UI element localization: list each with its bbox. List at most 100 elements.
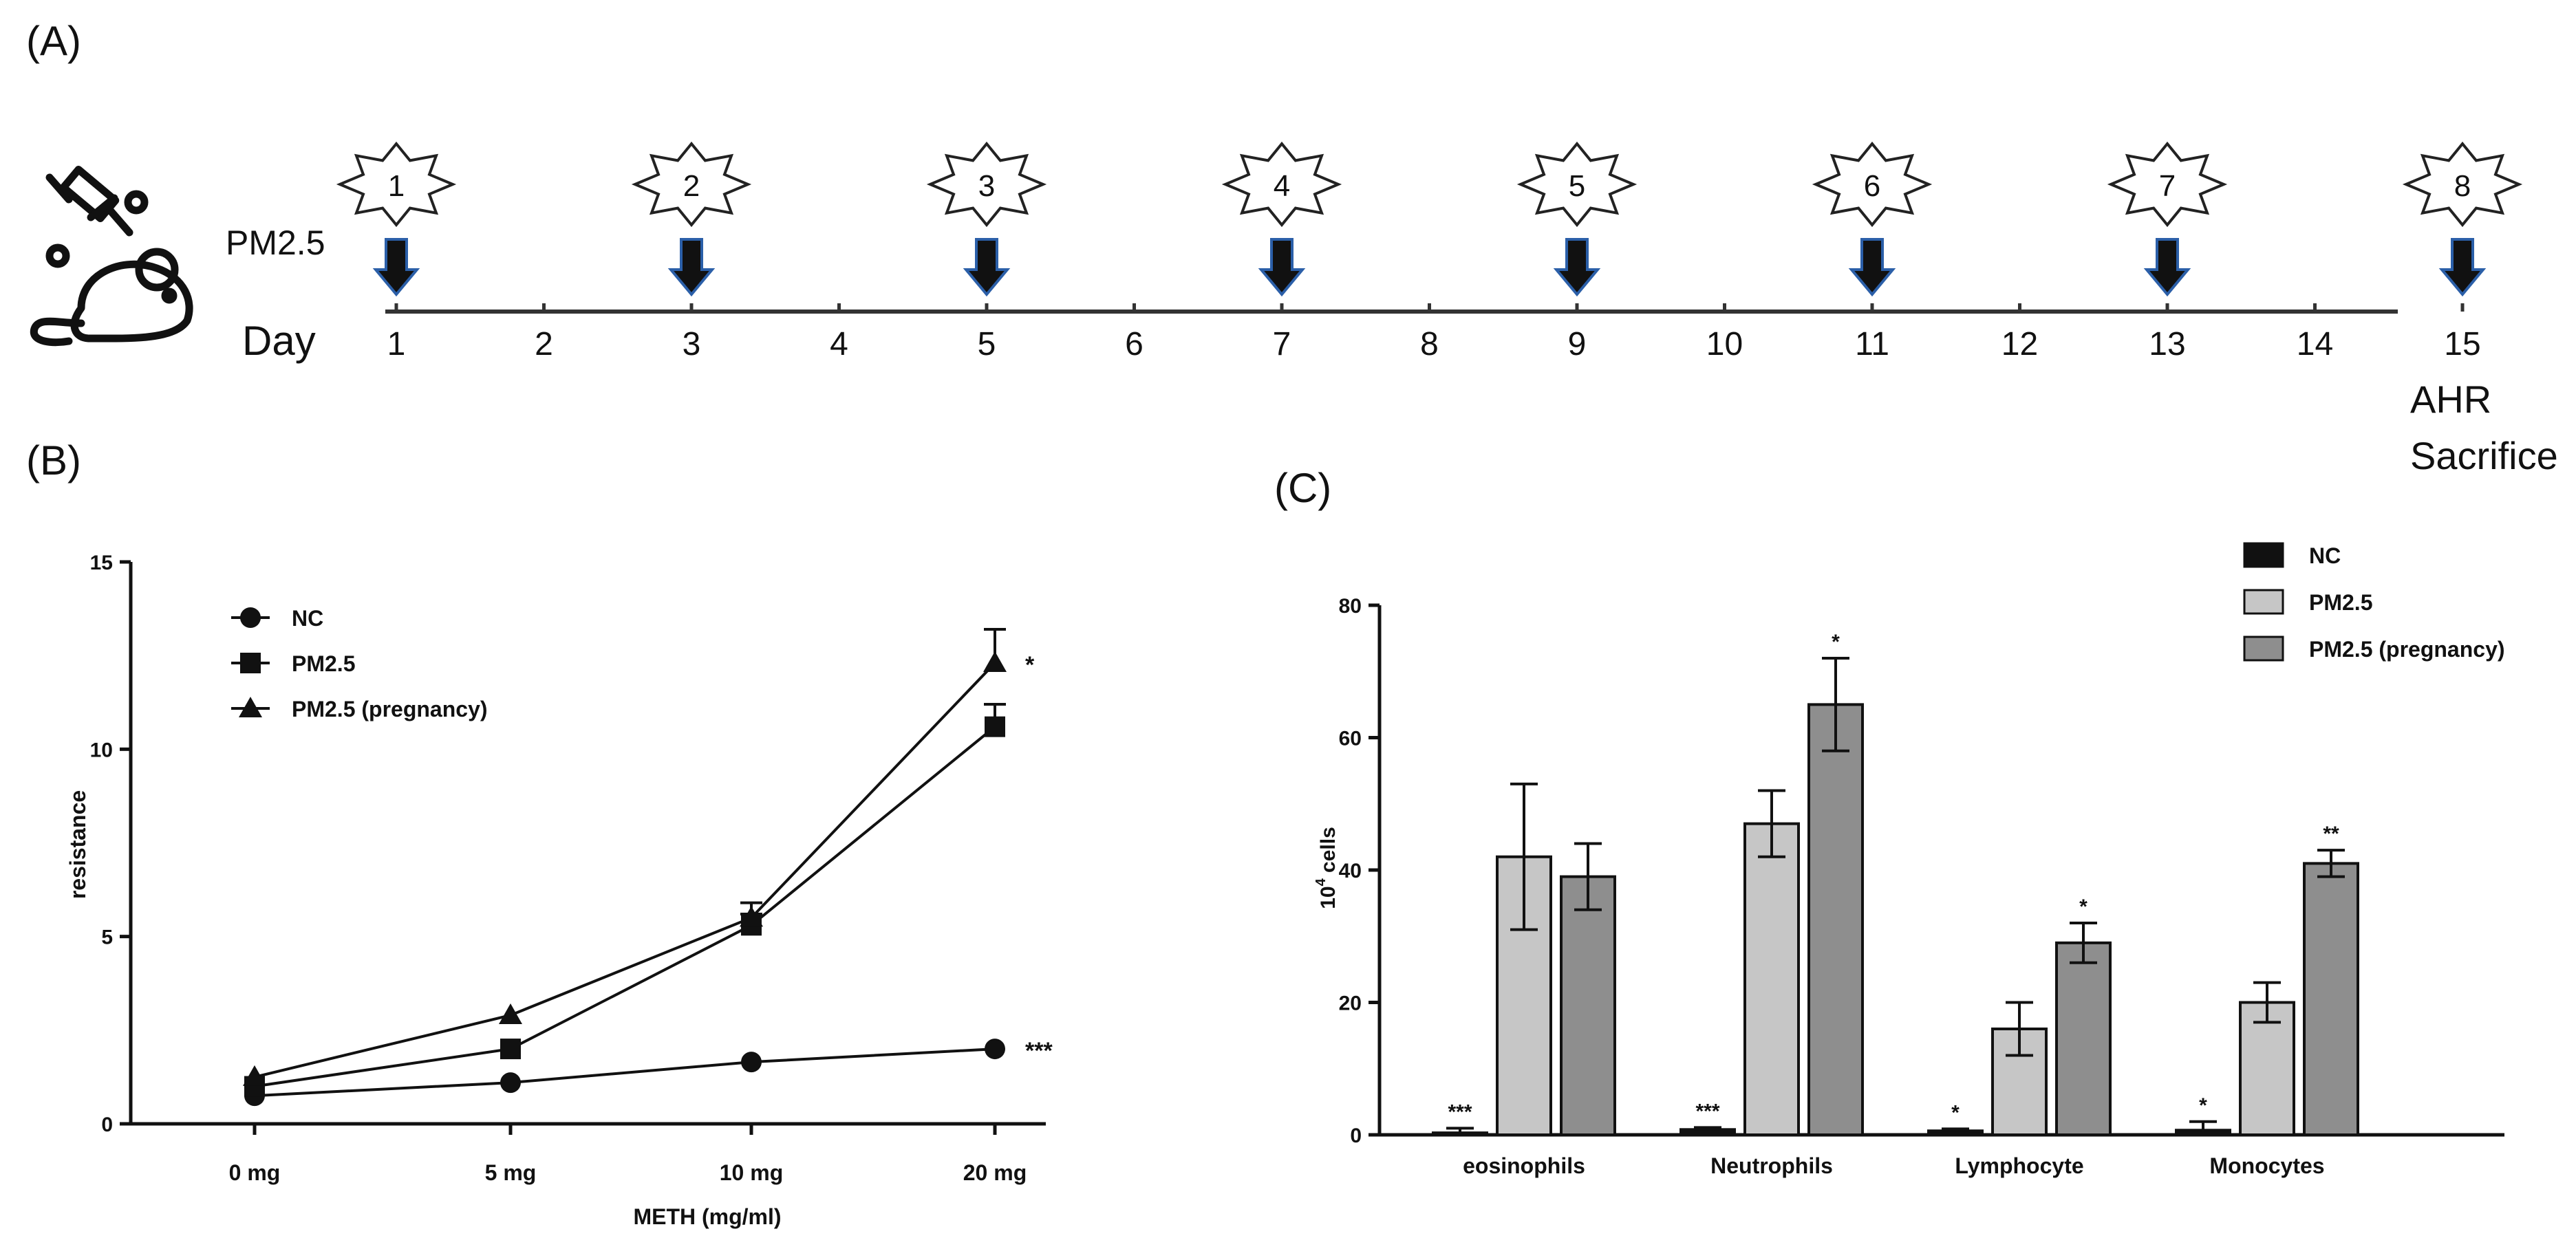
exposure-arrow <box>1258 238 1306 297</box>
exposure-arrow <box>1553 238 1601 297</box>
panel-label-a: (A) <box>26 18 81 64</box>
exposure-number: 4 <box>1274 169 1290 203</box>
chart-c-ylabel: 104 cells <box>1313 827 1340 909</box>
series-line <box>254 662 996 1078</box>
day-number: 12 <box>2001 326 2038 362</box>
day-number: 11 <box>1855 326 1889 362</box>
exposure-badge <box>2402 141 2523 228</box>
significance-label: * <box>1832 631 1840 653</box>
data-point <box>499 1003 522 1025</box>
day-number: 9 <box>1568 326 1587 362</box>
exposure-number: 6 <box>1864 169 1880 203</box>
exposure-arrow <box>667 238 716 297</box>
end-label-ahr: AHR <box>2410 378 2491 421</box>
day-number: 8 <box>1420 326 1439 362</box>
legend-label: PM2.5 <box>2309 590 2372 615</box>
legend-swatch <box>2243 542 2284 568</box>
legend-marker <box>239 697 262 717</box>
category-label: Lymphocyte <box>1955 1153 2083 1178</box>
exposure-badge <box>926 141 1047 228</box>
y-tick-label: 10 <box>90 739 113 761</box>
day-number: 13 <box>2149 326 2185 362</box>
y-tick-label: 15 <box>90 552 113 574</box>
legend-label: PM2.5 (pregnancy) <box>2309 637 2505 662</box>
significance-label: * <box>1025 652 1035 678</box>
bar <box>2055 941 2112 1136</box>
bar-chart-c: 0 20 40 60 80 eosinophils Neutrophils Lymphocyt… <box>1313 542 2505 1178</box>
x-tick-label: 0 mg <box>229 1160 281 1185</box>
day-number: 10 <box>1706 326 1743 362</box>
data-point <box>983 651 1007 673</box>
bar <box>2239 1001 2295 1136</box>
day-number: 5 <box>978 326 996 362</box>
exposure-number: 1 <box>388 169 405 203</box>
legend-label: NC <box>2309 543 2341 568</box>
timeline-panel: PM2.5 Day 123456789101112131415161718192… <box>30 141 2558 477</box>
series-line <box>254 726 996 1088</box>
bar <box>1807 703 1864 1136</box>
data-point <box>740 906 763 927</box>
x-tick-label: 20 mg <box>963 1160 1027 1185</box>
bar <box>1560 875 1616 1136</box>
data-point <box>741 1052 762 1073</box>
panel-label-c: (C) <box>1274 465 1331 511</box>
treatment-label: PM2.5 <box>226 224 325 262</box>
exposure-number: 8 <box>2454 169 2471 203</box>
data-point <box>500 1072 521 1094</box>
data-point <box>985 1039 1005 1060</box>
significance-label: * <box>2199 1094 2207 1117</box>
bar <box>2303 862 2359 1136</box>
legend-swatch <box>2243 589 2284 615</box>
exposure-arrow <box>1848 238 1896 297</box>
chart-b-xlabel: METH (mg/ml) <box>633 1204 781 1229</box>
chart-b-ylabel: resistance <box>65 790 90 899</box>
exposure-arrow <box>372 238 420 297</box>
series-line <box>254 1047 996 1098</box>
day-number: 6 <box>1125 326 1144 362</box>
panel-label-b: (B) <box>26 437 81 484</box>
exposure-arrow <box>2143 238 2191 297</box>
exposure-badge <box>336 141 457 228</box>
data-point <box>243 1065 266 1086</box>
day-number: 7 <box>1273 326 1291 362</box>
bar <box>1743 822 1800 1136</box>
significance-label: ** <box>2323 823 2339 845</box>
day-number: 14 <box>2297 326 2333 362</box>
day-label: Day <box>242 318 316 364</box>
legend-label: PM2.5 <box>292 651 355 676</box>
legend-label: PM2.5 (pregnancy) <box>292 697 488 721</box>
exposure-badge <box>631 141 752 228</box>
x-tick-label: 5 mg <box>485 1160 537 1185</box>
y-tick-label: 80 <box>1339 595 1362 618</box>
exposure-number: 5 <box>1569 169 1585 203</box>
day-number: 3 <box>683 326 701 362</box>
significance-label: *** <box>1695 1100 1719 1122</box>
day-number: 4 <box>830 326 848 362</box>
exposure-number: 3 <box>978 169 995 203</box>
significance-label: *** <box>1025 1038 1053 1064</box>
data-point <box>500 1039 521 1060</box>
mouse-injection-icon <box>30 165 193 347</box>
y-tick-label: 5 <box>101 926 113 949</box>
y-tick-label: 40 <box>1339 860 1362 882</box>
legend-swatch <box>2243 636 2284 662</box>
exposure-number: 7 <box>2159 169 2176 203</box>
legend-label: NC <box>292 606 323 631</box>
category-label: eosinophils <box>1463 1153 1585 1178</box>
exposure-arrow <box>963 238 1011 297</box>
exposure-badge <box>2107 141 2228 228</box>
significance-label: * <box>1951 1101 1960 1124</box>
exposure-arrow <box>2438 238 2487 297</box>
exposure-number: 2 <box>683 169 700 203</box>
y-tick-label: 60 <box>1339 728 1362 750</box>
category-label: Monocytes <box>2209 1153 2324 1178</box>
significance-label: * <box>2079 895 2087 918</box>
exposure-badge <box>1221 141 1342 228</box>
y-tick-label: 0 <box>1350 1125 1362 1147</box>
legend-marker <box>240 653 261 673</box>
y-tick-label: 0 <box>101 1114 113 1136</box>
day-number: 1 <box>387 326 406 362</box>
category-label: Neutrophils <box>1710 1153 1833 1178</box>
